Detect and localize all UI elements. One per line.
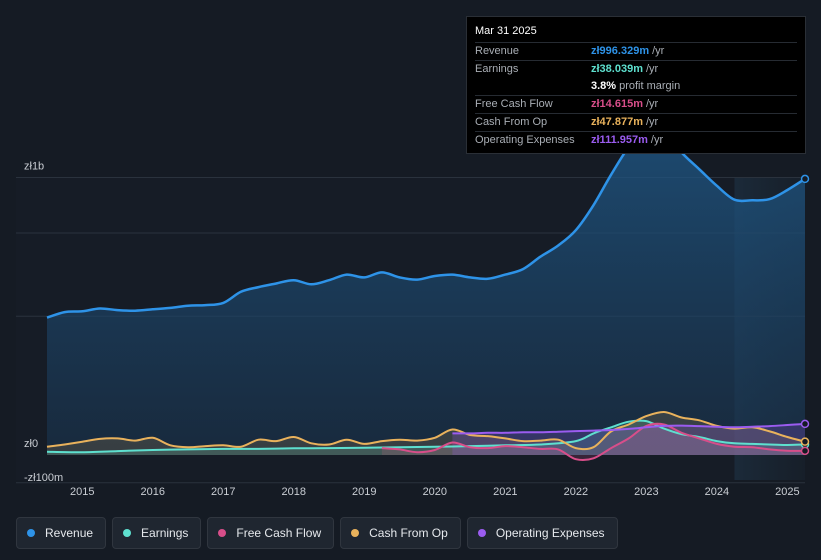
legend-label: Operating Expenses [495, 526, 605, 540]
legend-item-free-cash-flow[interactable]: Free Cash Flow [207, 517, 335, 549]
legend-dot-icon [477, 529, 486, 537]
free-cash-flow-end-marker [800, 446, 810, 456]
tooltip-label: Free Cash Flow [475, 98, 553, 110]
x-tick-label: 2025 [775, 486, 799, 498]
x-tick-label: 2021 [493, 486, 517, 498]
x-tick-label: 2016 [141, 486, 165, 498]
legend-label: Revenue [45, 526, 94, 540]
operating-expenses-end-marker [800, 419, 810, 429]
legend-item-earnings[interactable]: Earnings [112, 517, 202, 549]
tooltip-label: Cash From Op [475, 116, 548, 128]
tooltip-unit: /yr [645, 98, 659, 110]
tooltip-row-earnings: Earnings zł38.039m/yr [475, 60, 797, 78]
legend-item-operating-expenses[interactable]: Operating Expenses [466, 517, 618, 549]
y-tick-label: -zł100m [24, 472, 63, 484]
tooltip-unit: /yr [650, 134, 664, 146]
x-tick-label: 2024 [705, 486, 729, 498]
x-tick-label: 2017 [211, 486, 235, 498]
legend-label: Cash From Op [369, 526, 448, 540]
revenue-end-marker [800, 174, 810, 184]
tooltip-row-revenue: Revenue zł996.329m/yr [475, 42, 797, 60]
tooltip-row-free-cash-flow: Free Cash Flow zł14.615m/yr [475, 95, 797, 113]
free-cash-flow-line [381, 422, 806, 462]
tooltip-row-cash-from-op: Cash From Op zł47.877m/yr [475, 113, 797, 131]
legend-item-cash-from-op[interactable]: Cash From Op [340, 517, 461, 549]
x-tick-label: 2022 [564, 486, 588, 498]
x-tick-label: 2019 [352, 486, 376, 498]
legend-label: Free Cash Flow [236, 526, 322, 540]
tooltip-value: 3.8% [591, 80, 617, 92]
legend-dot-icon [123, 529, 132, 537]
operating-expenses-line [452, 422, 806, 435]
x-tick-label: 2018 [282, 486, 306, 498]
legend-item-revenue[interactable]: Revenue [16, 517, 107, 549]
tooltip-unit: profit margin [619, 80, 681, 92]
tooltip-panel: Mar 31 2025 Revenue zł996.329m/yr Earnin… [466, 16, 806, 154]
tooltip-date: Mar 31 2025 [475, 25, 537, 37]
legend: Revenue Earnings Free Cash Flow Cash Fro… [16, 517, 618, 549]
tooltip-value: zł996.329m [591, 45, 650, 57]
tooltip-unit: /yr [645, 63, 659, 75]
cash-from-op-end-marker [800, 437, 810, 446]
tooltip-unit: /yr [652, 45, 665, 57]
x-tick-label: 2020 [423, 486, 447, 498]
tooltip-value: zł38.039m [591, 63, 643, 75]
tooltip-value: zł47.877m [591, 116, 643, 128]
tooltip-label: Earnings [475, 63, 519, 75]
y-tick-label: zł0 [24, 438, 38, 450]
legend-dot-icon [27, 529, 35, 537]
cash-from-op-area [47, 411, 805, 455]
y-tick-label: zł1b [24, 161, 44, 173]
tooltip-label: Operating Expenses [475, 134, 575, 146]
legend-dot-icon [218, 529, 227, 537]
tooltip-row-profit-margin: 3.8% profit margin [475, 78, 797, 95]
tooltip-row-operating-expenses: Operating Expenses zł111.957m/yr [475, 131, 797, 149]
legend-label: Earnings [141, 526, 189, 540]
free-cash-flow-area [381, 423, 805, 461]
cash-from-op-line [46, 410, 806, 451]
tooltip-unit: /yr [645, 116, 659, 128]
x-tick-label: 2015 [70, 486, 94, 498]
tooltip-value: zł111.957m [591, 134, 648, 146]
chart-canvas: zł1b zł0 -zł100m 2015 2016 2017 2018 2019 2020 20… [16, 124, 810, 498]
tooltip-label: Revenue [475, 45, 520, 57]
earnings-line [46, 419, 806, 454]
legend-dot-icon [351, 529, 360, 537]
revenue-area [47, 126, 805, 455]
x-tick-label: 2023 [634, 486, 658, 498]
tooltip-value: zł14.615m [591, 98, 643, 110]
